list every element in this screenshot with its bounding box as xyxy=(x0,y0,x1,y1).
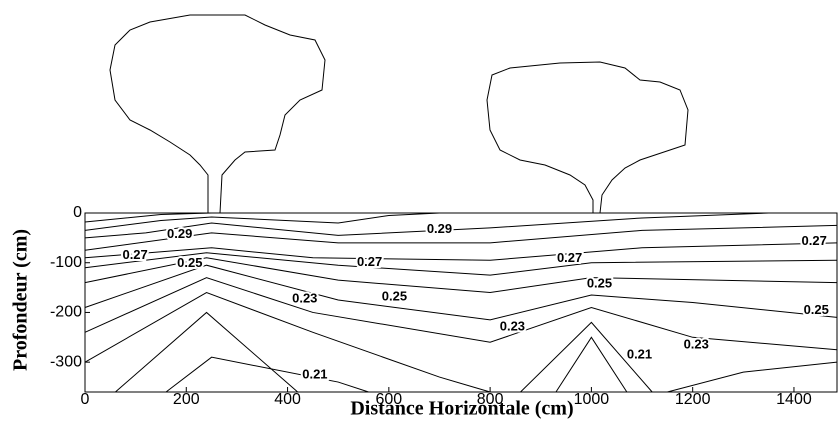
contour-line xyxy=(555,336,628,393)
contour-label: 0.21 xyxy=(302,367,327,382)
tree-right xyxy=(486,61,689,214)
y-axis-title: Profondeur (cm) xyxy=(10,229,32,371)
contour-label: 0.25 xyxy=(587,276,612,291)
x-tick-label: 0 xyxy=(81,391,90,408)
contour-line xyxy=(84,212,769,239)
contour-line xyxy=(84,212,212,223)
contour-line xyxy=(84,252,838,276)
x-tick-label: 400 xyxy=(274,391,301,408)
contour-line xyxy=(84,224,838,251)
contour-line xyxy=(84,292,491,393)
contour-label: 0.29 xyxy=(427,221,452,236)
x-tick-label: 200 xyxy=(173,391,200,408)
contour-label: 0.23 xyxy=(292,290,317,305)
x-axis-title: Distance Horizontale (cm) xyxy=(350,398,573,420)
contour-label: 0.25 xyxy=(382,288,407,303)
contour-line xyxy=(84,264,838,321)
contour-line xyxy=(84,277,838,351)
contour-line xyxy=(115,311,299,393)
x-tick-label: 600 xyxy=(375,391,402,408)
contour-line xyxy=(84,212,440,231)
contour-line xyxy=(520,321,653,393)
contour-label: 0.21 xyxy=(627,347,652,362)
contour-label: 0.27 xyxy=(357,254,382,269)
plot-frame xyxy=(84,212,838,393)
tree-left xyxy=(109,14,326,214)
x-tick-label: 1000 xyxy=(574,391,610,408)
y-tick-label: -300 xyxy=(50,353,82,370)
y-tick-label: -100 xyxy=(50,254,82,271)
contour-line xyxy=(84,257,838,294)
contour-line xyxy=(667,361,838,393)
contour-label: 0.23 xyxy=(500,318,525,333)
y-tick-label: -200 xyxy=(50,304,82,321)
contour-line xyxy=(165,356,369,393)
x-tick-label: 1400 xyxy=(776,391,812,408)
contour-label: 0.25 xyxy=(804,302,829,317)
y-tick-label: 0 xyxy=(73,204,82,221)
contour-line xyxy=(84,242,838,261)
contour-label: 0.25 xyxy=(177,255,202,270)
contour-label: 0.27 xyxy=(557,250,582,265)
contour-label: 0.27 xyxy=(122,247,147,262)
contour-label: 0.29 xyxy=(167,226,192,241)
x-tick-label: 800 xyxy=(477,391,504,408)
x-tick-label: 1200 xyxy=(675,391,711,408)
contour-label: 0.27 xyxy=(802,233,827,248)
contour-label: 0.23 xyxy=(684,337,709,352)
